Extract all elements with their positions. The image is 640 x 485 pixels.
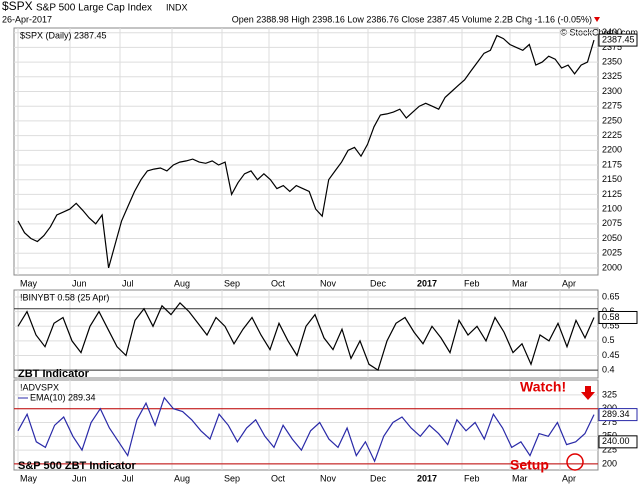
x-tick-label: Aug bbox=[174, 473, 190, 483]
x-tick-label: Mar bbox=[512, 473, 528, 483]
y-tick-label: 2125 bbox=[602, 189, 622, 199]
x-tick-label: Jul bbox=[122, 278, 134, 288]
x-tick-label: Sep bbox=[224, 278, 240, 288]
legend: !BINYBT 0.58 (25 Apr) bbox=[20, 292, 109, 302]
x-tick-label: Oct bbox=[271, 473, 286, 483]
symbol: $SPX bbox=[2, 0, 33, 13]
last-value-box bbox=[598, 408, 638, 422]
y-tick-label: 2100 bbox=[602, 204, 622, 214]
panel-frame bbox=[13, 27, 599, 276]
y-tick-label: 225 bbox=[602, 444, 617, 454]
y-tick-label: 300 bbox=[602, 403, 617, 413]
y-tick-label: 2375 bbox=[602, 42, 622, 52]
series-line bbox=[17, 396, 595, 463]
x-tick-label: Dec bbox=[370, 278, 387, 288]
last-value-label: 2387.45 bbox=[602, 34, 635, 44]
series-line bbox=[17, 34, 595, 269]
legend: !ADVSPX bbox=[20, 382, 59, 392]
x-tick-label: Oct bbox=[271, 278, 286, 288]
x-tick-label: Dec bbox=[370, 473, 387, 483]
x-tick-label: Nov bbox=[320, 278, 337, 288]
y-tick-label: 0.65 bbox=[602, 291, 620, 301]
panel-frame bbox=[13, 289, 599, 379]
y-tick-label: 0.45 bbox=[602, 350, 620, 360]
x-tick-label: 2017 bbox=[417, 473, 437, 483]
panel-frame bbox=[13, 379, 599, 471]
legend-entry: EMA(10) 289.34 bbox=[30, 392, 96, 402]
y-tick-label: 200 bbox=[602, 458, 617, 468]
x-tick-label: Apr bbox=[562, 278, 576, 288]
circle-marker bbox=[566, 453, 584, 471]
last-value-box bbox=[598, 33, 638, 47]
series-line bbox=[17, 302, 595, 372]
y-tick-label: 2275 bbox=[602, 101, 622, 111]
x-tick-label: 2017 bbox=[417, 278, 437, 288]
x-tick-label: Feb bbox=[464, 278, 480, 288]
y-tick-label: 2025 bbox=[602, 248, 622, 258]
last-value-label: 289.34 bbox=[602, 409, 630, 419]
y-tick-label: 325 bbox=[602, 389, 617, 399]
y-tick-label: 275 bbox=[602, 417, 617, 427]
annotation: Watch! bbox=[520, 379, 566, 395]
y-tick-label: 2325 bbox=[602, 71, 622, 81]
x-tick-label: Sep bbox=[224, 473, 240, 483]
exchange: INDX bbox=[166, 2, 188, 12]
y-tick-label: 2250 bbox=[602, 115, 622, 125]
x-tick-label: May bbox=[20, 278, 38, 288]
x-tick-label: Apr bbox=[562, 473, 576, 483]
arrow bbox=[581, 386, 595, 400]
value-box bbox=[598, 435, 638, 449]
y-tick-label: 2175 bbox=[602, 159, 622, 169]
last-value-box bbox=[598, 310, 638, 324]
panel-title: ZBT Indicator bbox=[18, 368, 90, 380]
panel-title: S&P 500 ZBT Indicator bbox=[18, 460, 136, 472]
y-tick-label: 2200 bbox=[602, 145, 622, 155]
y-tick-label: 2350 bbox=[602, 56, 622, 66]
y-tick-label: 2050 bbox=[602, 233, 622, 243]
y-tick-label: 0.55 bbox=[602, 321, 620, 331]
annotation: Setup bbox=[510, 457, 549, 473]
y-tick-label: 2300 bbox=[602, 86, 622, 96]
y-tick-label: 0.4 bbox=[602, 364, 615, 374]
x-tick-label: Nov bbox=[320, 473, 337, 483]
last-value-label: 0.58 bbox=[602, 312, 620, 322]
x-tick-label: Jun bbox=[72, 473, 87, 483]
y-tick-label: 2225 bbox=[602, 130, 622, 140]
x-tick-label: Jun bbox=[72, 278, 87, 288]
y-tick-label: 2400 bbox=[602, 27, 622, 37]
down-arrow bbox=[594, 17, 600, 22]
legend: $SPX (Daily) 2387.45 bbox=[20, 30, 107, 40]
x-tick-label: Mar bbox=[512, 278, 528, 288]
quote: Open 2388.98 High 2398.16 Low 2386.76 Cl… bbox=[232, 14, 592, 24]
value-label: 240.00 bbox=[602, 436, 630, 446]
x-tick-label: Aug bbox=[174, 278, 190, 288]
date: 26-Apr-2017 bbox=[2, 14, 52, 24]
y-tick-label: 2150 bbox=[602, 174, 622, 184]
y-tick-label: 2075 bbox=[602, 218, 622, 228]
x-tick-label: Jul bbox=[122, 473, 134, 483]
y-tick-label: 0.5 bbox=[602, 335, 615, 345]
index-name: S&P 500 Large Cap Index bbox=[36, 3, 152, 14]
credit: © StockCharts.com bbox=[560, 27, 638, 37]
x-tick-label: Feb bbox=[464, 473, 480, 483]
x-tick-label: May bbox=[20, 473, 38, 483]
y-tick-label: 2000 bbox=[602, 262, 622, 272]
